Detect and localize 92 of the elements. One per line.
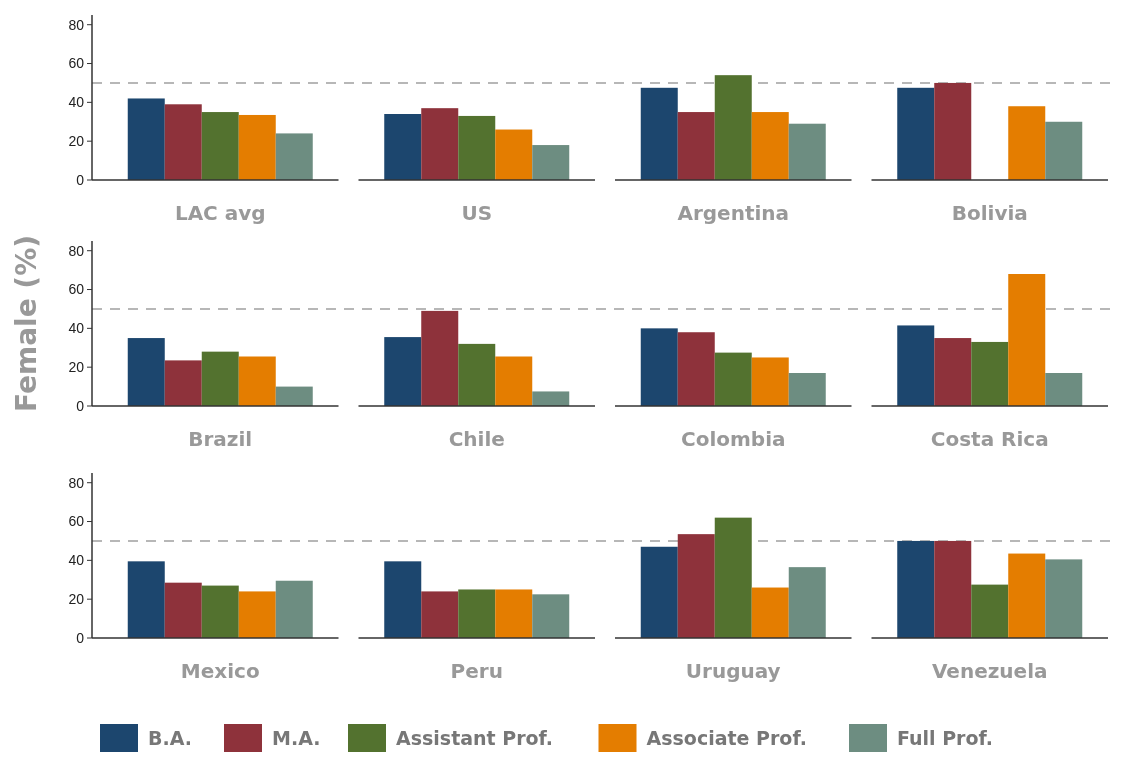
bar: [1045, 121, 1083, 180]
bar: [788, 123, 826, 180]
bar: [788, 373, 826, 406]
x-tick-label: LAC avg: [174, 201, 266, 225]
bar: [421, 108, 459, 180]
bar: [934, 540, 972, 638]
bar: [127, 338, 165, 406]
x-tick-label: Costa Rica: [930, 427, 1049, 451]
bar: [164, 582, 202, 638]
bar: [714, 75, 752, 180]
bar: [677, 332, 715, 406]
bar: [164, 104, 202, 180]
bar: [384, 561, 422, 638]
bar: [127, 561, 165, 638]
bar: [458, 343, 496, 406]
bar: [640, 546, 678, 638]
bar: [495, 589, 533, 638]
bar: [458, 115, 496, 180]
bar: [1008, 106, 1046, 180]
bar: [421, 591, 459, 638]
x-tick-label: Mexico: [180, 659, 260, 683]
y-tick-label: 0: [76, 171, 85, 188]
y-tick-label: 40: [68, 94, 85, 111]
y-tick-label: 20: [68, 359, 85, 376]
bar: [934, 338, 972, 406]
bar: [714, 352, 752, 406]
bar: [677, 534, 715, 638]
x-tick-label: Uruguay: [685, 659, 781, 683]
bar: [640, 87, 678, 180]
bar: [897, 540, 935, 638]
bar: [751, 112, 789, 180]
bar: [1045, 559, 1083, 638]
legend-label: Full Prof.: [897, 726, 993, 749]
x-tick-label: Peru: [450, 659, 503, 683]
bar: [275, 386, 313, 406]
bar: [384, 114, 422, 180]
x-tick-label: Brazil: [188, 427, 253, 451]
bar: [934, 82, 972, 180]
bar: [714, 517, 752, 638]
y-tick-label: 60: [68, 513, 85, 530]
bar: [532, 391, 570, 406]
bar: [532, 594, 570, 638]
bar: [275, 133, 313, 180]
bar: [238, 591, 276, 638]
y-tick-label: 80: [68, 474, 85, 491]
y-tick-label: 80: [68, 16, 85, 33]
bar: [164, 360, 202, 406]
bar: [458, 589, 496, 638]
bar: [238, 114, 276, 180]
y-tick-label: 40: [68, 320, 85, 337]
bar: [640, 328, 678, 406]
y-tick-label: 60: [68, 55, 85, 72]
bar: [275, 580, 313, 638]
y-axis-title: Female (%): [10, 234, 43, 413]
bar: [751, 357, 789, 406]
bar: [384, 337, 422, 406]
legend-label: Assistant Prof.: [396, 726, 554, 749]
x-tick-label: Colombia: [680, 427, 786, 451]
bar: [751, 587, 789, 638]
y-tick-label: 40: [68, 552, 85, 569]
bar: [1045, 373, 1083, 406]
bar: [127, 98, 165, 180]
legend-label: Associate Prof.: [646, 726, 807, 749]
bar: [421, 310, 459, 406]
x-tick-label: US: [461, 201, 493, 225]
bar: [971, 584, 1009, 638]
x-tick-label: Argentina: [677, 201, 790, 225]
bar: [788, 567, 826, 638]
bar: [201, 585, 239, 638]
legend-label: M.A.: [272, 726, 321, 749]
y-tick-label: 60: [68, 281, 85, 298]
bar: [495, 129, 533, 180]
x-tick-label: Bolivia: [951, 201, 1028, 225]
bar: [238, 356, 276, 406]
bar: [201, 351, 239, 406]
legend-label: B.A.: [148, 726, 192, 749]
bar: [897, 325, 935, 406]
bar: [971, 341, 1009, 406]
y-tick-label: 20: [68, 591, 85, 608]
bar: [677, 112, 715, 180]
bar: [201, 112, 239, 180]
y-tick-label: 0: [76, 629, 85, 646]
bar: [1008, 553, 1046, 638]
bar: [495, 356, 533, 406]
y-tick-label: 0: [76, 397, 85, 414]
bar: [1008, 274, 1046, 406]
x-tick-label: Chile: [448, 427, 505, 451]
bar: [532, 145, 570, 180]
bar: [897, 87, 935, 180]
y-tick-label: 20: [68, 133, 85, 150]
x-tick-label: Venezuela: [931, 659, 1048, 683]
y-tick-label: 80: [68, 242, 85, 259]
